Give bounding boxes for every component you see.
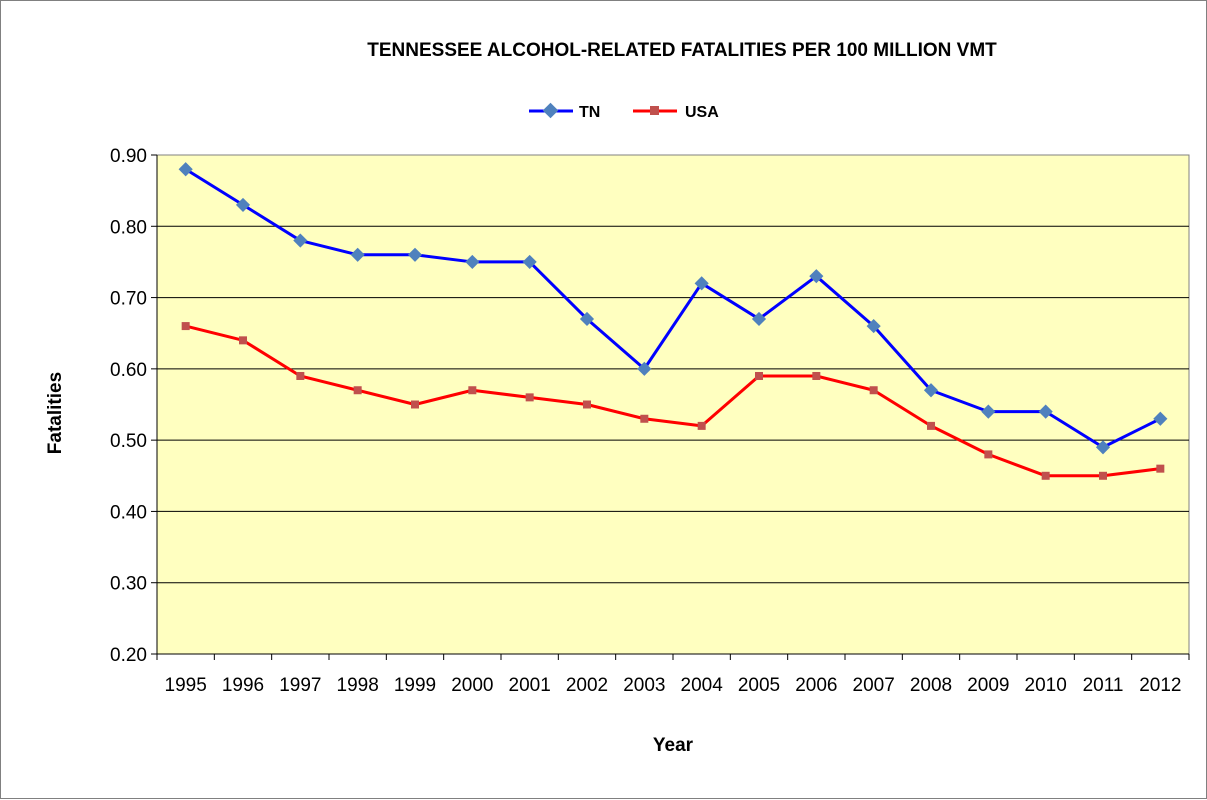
x-tick-label: 2004 [681, 675, 724, 696]
x-tick-label: 1997 [279, 675, 321, 696]
legend-marker-usa [650, 106, 659, 115]
data-point-tn [350, 247, 365, 262]
x-tick-labels: 1995 1996 1997 1998 1999 2000 2001 2002 2003 2004… [165, 675, 1182, 696]
data-point-tn [751, 311, 767, 327]
data-point-usa [411, 400, 419, 409]
data-point-tn [465, 254, 480, 269]
x-axis-label: Year [653, 735, 694, 756]
data-point-tn [1153, 411, 1168, 426]
x-tick-label: 2001 [509, 675, 551, 696]
plot-area [156, 154, 1190, 655]
x-tick-label: 2005 [738, 675, 780, 696]
x-tick-label: 2000 [451, 675, 493, 696]
data-point-usa [1156, 464, 1165, 473]
x-tick-label: 1995 [165, 675, 207, 696]
y-tick-label: 0.20 [110, 645, 147, 666]
x-tick-label: 2011 [1083, 675, 1124, 696]
x-tick-label: 2002 [566, 675, 608, 696]
data-point-usa [927, 421, 935, 430]
data-point-tn [866, 319, 881, 334]
data-point-usa [1099, 471, 1107, 480]
legend-label-tn: TN [579, 104, 600, 121]
data-point-usa [239, 336, 247, 345]
data-point-tn [178, 162, 193, 177]
data-point-usa [1041, 471, 1050, 480]
data-point-usa [755, 371, 763, 380]
data-point-tn [1038, 404, 1053, 419]
x-tick-label: 2007 [853, 675, 895, 696]
y-axis-label: Fatalities [45, 372, 66, 454]
data-point-tn [1095, 440, 1111, 455]
legend: TN USA [529, 102, 719, 121]
data-point-usa [296, 371, 305, 380]
data-point-usa [181, 322, 190, 331]
data-point-usa [468, 386, 477, 395]
y-tick-label: 0.60 [110, 360, 147, 381]
chart-title: TENNESSEE ALCOHOL-RELATED FATALITIES PER… [367, 40, 997, 61]
y-tick-label: 0.80 [110, 217, 147, 238]
data-point-usa [583, 400, 591, 409]
y-tick-label: 0.50 [110, 431, 147, 452]
data-point-usa [640, 414, 649, 423]
data-point-tn [235, 197, 251, 212]
data-point-tn [522, 254, 537, 269]
y-tick-label: 0.40 [110, 502, 147, 523]
series-usa [181, 322, 1165, 480]
x-tick-label: 2009 [967, 675, 1009, 696]
data-point-tn [293, 233, 308, 248]
data-point-usa [697, 421, 706, 430]
x-tick-label: 2003 [623, 675, 665, 696]
legend-label-usa: USA [685, 104, 719, 121]
x-tick-label: 2012 [1139, 675, 1181, 696]
series-tn [178, 162, 1168, 455]
data-point-usa [812, 371, 821, 380]
x-tick-label: 1998 [337, 675, 379, 696]
data-point-tn [981, 404, 996, 419]
x-tick-label: 1996 [222, 675, 264, 696]
x-tick-label: 2008 [910, 675, 952, 696]
gridlines [157, 225, 1189, 584]
data-point-usa [353, 386, 362, 395]
data-point-usa [525, 393, 534, 402]
data-point-usa [869, 386, 878, 395]
data-point-tn [637, 361, 652, 376]
y-tick-labels: 0.20 0.30 0.40 0.50 0.60 0.70 0.80 0.90 [110, 146, 147, 666]
data-point-tn [923, 383, 939, 398]
series-layer [178, 162, 1168, 480]
y-tick-label: 0.30 [110, 574, 147, 595]
data-point-usa [984, 450, 993, 459]
data-point-tn [407, 247, 423, 262]
series-line-tn [184, 167, 1162, 449]
data-point-tn [579, 311, 595, 327]
y-tick-label: 0.90 [110, 146, 147, 167]
x-tick-label: 2010 [1025, 675, 1067, 696]
axes [151, 154, 1190, 660]
series-line-usa [185, 324, 1161, 478]
legend-marker-tn [542, 102, 559, 119]
data-point-tn [809, 269, 824, 284]
x-tick-label: 1999 [394, 675, 436, 696]
x-tick-label: 2006 [795, 675, 837, 696]
data-point-tn [694, 276, 709, 291]
y-tick-label: 0.70 [110, 289, 147, 310]
